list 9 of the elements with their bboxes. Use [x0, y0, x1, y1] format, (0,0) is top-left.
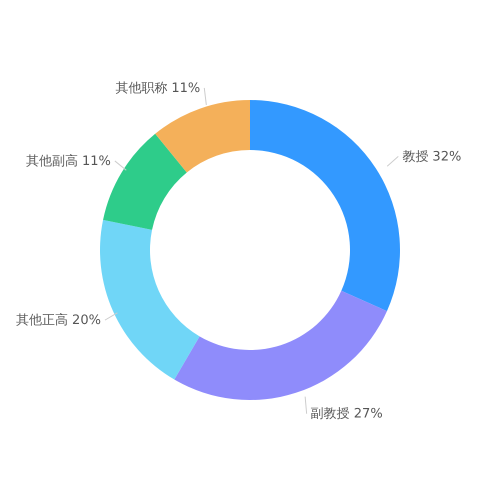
donut-slice: [174, 290, 387, 400]
donut-slice: [100, 220, 200, 380]
donut-slice: [250, 100, 400, 312]
slice-label: 其他副高 11%: [26, 152, 111, 169]
slice-label: 其他职称 11%: [115, 80, 200, 96]
slice-label: 其他正高 20%: [16, 312, 101, 328]
slice-label: 副教授 27%: [310, 406, 383, 422]
donut-slice: [155, 100, 250, 173]
slice-label: 教授 32%: [402, 149, 462, 164]
